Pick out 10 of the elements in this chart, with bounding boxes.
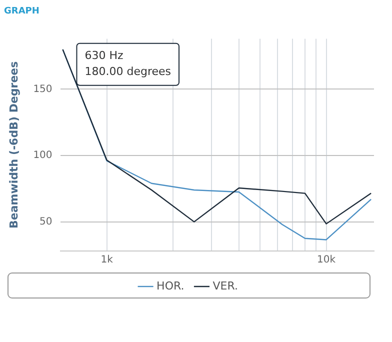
- legend-label: VER.: [212, 279, 238, 292]
- x-tick-label: 1k: [100, 254, 114, 266]
- annotation: 630 Hz 180.00 degrees: [84, 48, 172, 78]
- y-tick-label: 100: [33, 150, 52, 162]
- y-tick-label: 50: [40, 216, 52, 228]
- y-axis-title: Beamwidth (-6dB) Degrees: [7, 60, 20, 228]
- y-tick-label: 150: [33, 84, 52, 95]
- legend-label: HOR.: [156, 279, 184, 292]
- chart-title: GRAPH: [4, 6, 40, 17]
- x-tick-label: 10k: [317, 254, 336, 266]
